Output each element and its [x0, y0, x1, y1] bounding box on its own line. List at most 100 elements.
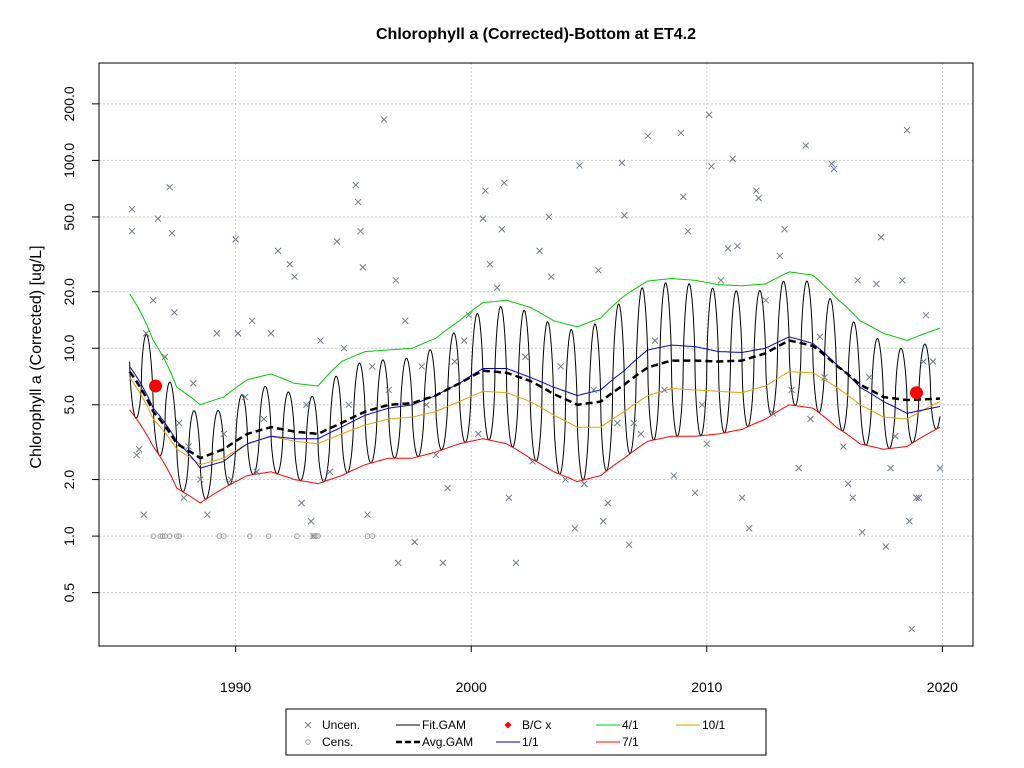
point-stroke [891, 432, 899, 440]
point-stroke [220, 430, 228, 438]
point-stroke [394, 559, 402, 567]
legend-item: Cens. [305, 735, 353, 749]
uncensored-point [887, 464, 894, 472]
uncensored-point [357, 227, 364, 235]
uncensored-point [149, 296, 157, 304]
point-stroke [522, 353, 529, 361]
uncensored-point [858, 528, 866, 536]
uncensored-point [703, 440, 711, 448]
point-stroke [651, 337, 659, 344]
y-tick-label: 5.0 [61, 395, 77, 415]
point-stroke [618, 159, 626, 167]
legend-label: 1/1 [522, 735, 539, 749]
point-stroke [691, 489, 699, 497]
legend-label: 4/1 [622, 718, 639, 732]
censored-point [294, 533, 300, 539]
uncensored-point [547, 273, 555, 281]
legend-diamond-icon [504, 721, 512, 729]
uncensored-point [788, 386, 795, 394]
point-stroke [545, 213, 553, 221]
uncensored-point [486, 260, 494, 268]
point-stroke [260, 415, 268, 423]
point-stroke [227, 476, 235, 483]
uncensored-point [161, 353, 169, 361]
uncensored-point [821, 373, 828, 381]
uncensored-point [708, 162, 715, 170]
point-stroke [286, 260, 294, 268]
chart-title: Chlorophyll a (Corrected)-Bottom at ET4.… [376, 26, 696, 43]
point-stroke [234, 330, 242, 337]
point-stroke [644, 132, 652, 140]
uncensored-point [877, 233, 885, 241]
point-stroke [840, 443, 847, 450]
uncensored-point [345, 401, 353, 409]
uncensored-point [354, 198, 362, 206]
point-stroke [418, 363, 426, 370]
uncensored-point [595, 266, 602, 274]
uncensored-point [234, 330, 242, 337]
censored-point [176, 533, 182, 539]
uncensored-point [481, 187, 489, 195]
uncensored-point [189, 380, 197, 387]
uncensored-point [922, 311, 930, 319]
uncensored-point [135, 445, 143, 453]
uncensored-point [684, 227, 692, 235]
point-stroke [745, 524, 753, 532]
point-stroke [474, 430, 482, 438]
point-stroke [505, 494, 513, 502]
uncensored-point [227, 476, 235, 483]
uncensored-point [613, 419, 621, 427]
uncensored-point [232, 235, 239, 243]
censored-point [166, 533, 173, 539]
legend-label: Avg.GAM [422, 735, 473, 749]
uncensored-point [175, 419, 183, 427]
uncensored-point [307, 517, 315, 525]
x-tick-label: 2020 [927, 679, 958, 695]
point-stroke [703, 440, 711, 448]
uncensored-point [474, 430, 482, 438]
point-stroke [364, 511, 371, 519]
censored-point [246, 533, 253, 539]
point-stroke [920, 358, 927, 365]
y-tick-label: 100.0 [61, 143, 77, 178]
point-stroke [802, 142, 810, 149]
point-stroke [465, 311, 473, 319]
uncensored-point [439, 559, 447, 567]
uncensored-point [545, 213, 553, 221]
uncensored-point [213, 330, 221, 337]
legend-item: B/C x [504, 718, 551, 732]
uncensored-point [717, 276, 725, 284]
uncensored-point [479, 215, 487, 222]
bias-corrected-point [909, 386, 923, 400]
point-stroke [340, 344, 348, 352]
uncensored-point [166, 183, 174, 191]
point-stroke [830, 165, 838, 173]
x-tick-label: 1990 [220, 679, 251, 695]
legend-item: Uncen. [304, 718, 360, 732]
point-stroke [486, 260, 494, 268]
point-stroke [795, 464, 803, 472]
point-stroke [248, 317, 256, 325]
uncensored-point [844, 480, 852, 488]
point-stroke [392, 276, 400, 284]
y-tick-label: 1.0 [61, 526, 77, 546]
point-stroke [460, 337, 468, 344]
point-stroke [359, 263, 367, 271]
point-stroke [576, 162, 583, 169]
uncensored-point [882, 543, 890, 550]
uncensored-point [576, 162, 583, 169]
y-tick-label: 50.0 [61, 203, 77, 230]
legend-label: Fit.GAM [422, 718, 466, 732]
point-stroke [677, 129, 685, 137]
point-stroke [776, 252, 784, 260]
point-stroke [175, 419, 183, 427]
point-stroke [828, 160, 836, 168]
uncensored-point [903, 126, 911, 134]
uncensored-point [745, 524, 753, 532]
uncensored-point [493, 284, 501, 292]
point-stroke [298, 499, 305, 507]
uncensored-point [898, 276, 906, 284]
uncensored-point [522, 353, 529, 361]
axes: 1990 2000 2010 2020 0.5 1.0 2.0 5.0 10.0 20.0 50.0… [61, 86, 958, 695]
point-stroke [352, 181, 360, 189]
